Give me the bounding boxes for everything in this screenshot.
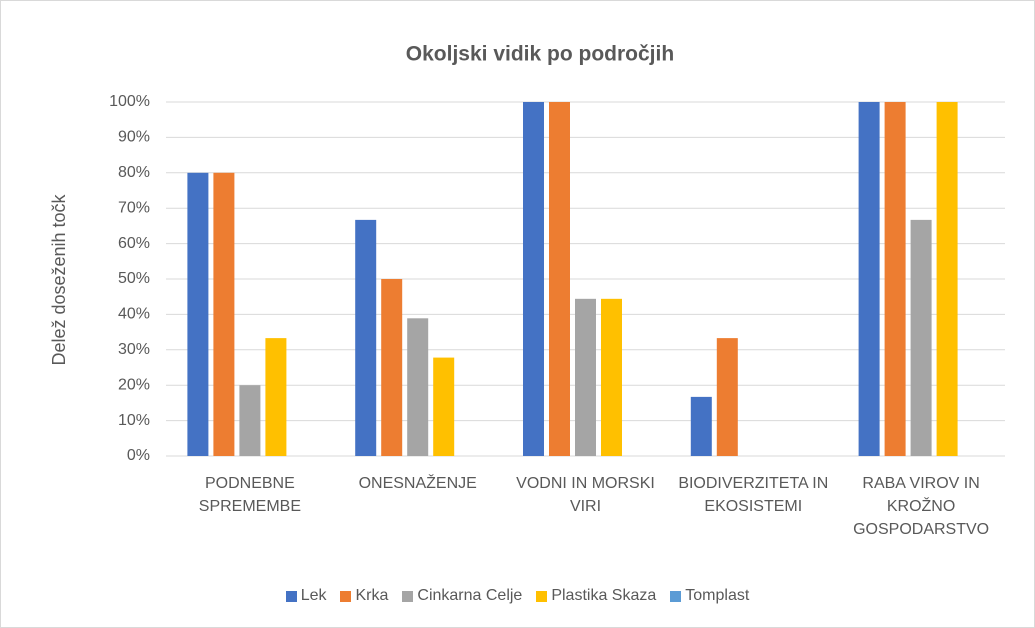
y-tick-label: 20%: [118, 376, 150, 393]
y-tick-label: 30%: [118, 341, 150, 358]
bar: [601, 298, 622, 456]
bar: [936, 102, 958, 456]
y-tick-label: 70%: [118, 199, 150, 216]
bar: [187, 172, 209, 457]
bar: [239, 385, 261, 456]
bar: [549, 102, 570, 456]
legend-item: Cinkarna Celje: [402, 587, 522, 605]
legend-label: Plastika Skaza: [551, 587, 657, 604]
y-tick-label: 100%: [109, 93, 150, 110]
x-tick-label: PODNEBNE SPREMEMBE: [198, 475, 302, 515]
legend-label: Cinkarna Celje: [417, 587, 523, 604]
bar: [265, 338, 287, 456]
x-tick-label: BIODIVERZITETA IN EKOSISTEMI: [678, 475, 829, 515]
bar: [355, 219, 377, 456]
bar: [523, 102, 544, 456]
legend-label: Tomplast: [685, 587, 750, 604]
legend-swatch: [285, 590, 297, 602]
bar: [433, 357, 455, 456]
y-tick-label: 50%: [118, 270, 150, 287]
bar: [575, 298, 596, 456]
bar: [884, 102, 906, 456]
legend-swatch: [536, 590, 548, 602]
y-axis-label: Delež doseženih točk: [49, 193, 69, 365]
chart-title: Okoljski vidik po področjih: [406, 43, 674, 66]
bar: [910, 219, 932, 456]
legend-item: Lek: [285, 587, 327, 605]
bar: [407, 318, 429, 456]
bar: [381, 279, 403, 456]
y-tick-label: 10%: [118, 412, 150, 429]
legend-item: Krka: [340, 587, 388, 605]
y-tick-label: 90%: [118, 129, 150, 146]
legend-item: Tomplast: [670, 587, 749, 605]
x-tick-label: RABA VIROV IN KROŽNO GOSPODARSTVO: [853, 475, 990, 538]
legend: Lek Krka Cinkarna Celje Plastika Skaza Tompl…: [0, 587, 1035, 605]
bar: [716, 338, 738, 456]
y-tick-label: 0%: [127, 447, 150, 464]
bar: [213, 172, 235, 457]
y-tick-label: 80%: [118, 164, 150, 181]
legend-swatch: [340, 590, 352, 602]
x-tick-label: VODNI IN MORSKI VIRI: [516, 475, 655, 515]
legend-label: Krka: [355, 587, 389, 604]
bar: [858, 102, 880, 456]
bar: [690, 396, 712, 456]
y-tick-label: 60%: [118, 235, 150, 252]
legend-label: Lek: [300, 587, 327, 604]
legend-swatch: [670, 590, 682, 602]
legend-swatch: [402, 590, 414, 602]
x-tick-label: ONESNAŽENJE: [358, 475, 477, 492]
y-tick-label: 40%: [118, 306, 150, 323]
legend-item: Plastika Skaza: [536, 587, 656, 605]
